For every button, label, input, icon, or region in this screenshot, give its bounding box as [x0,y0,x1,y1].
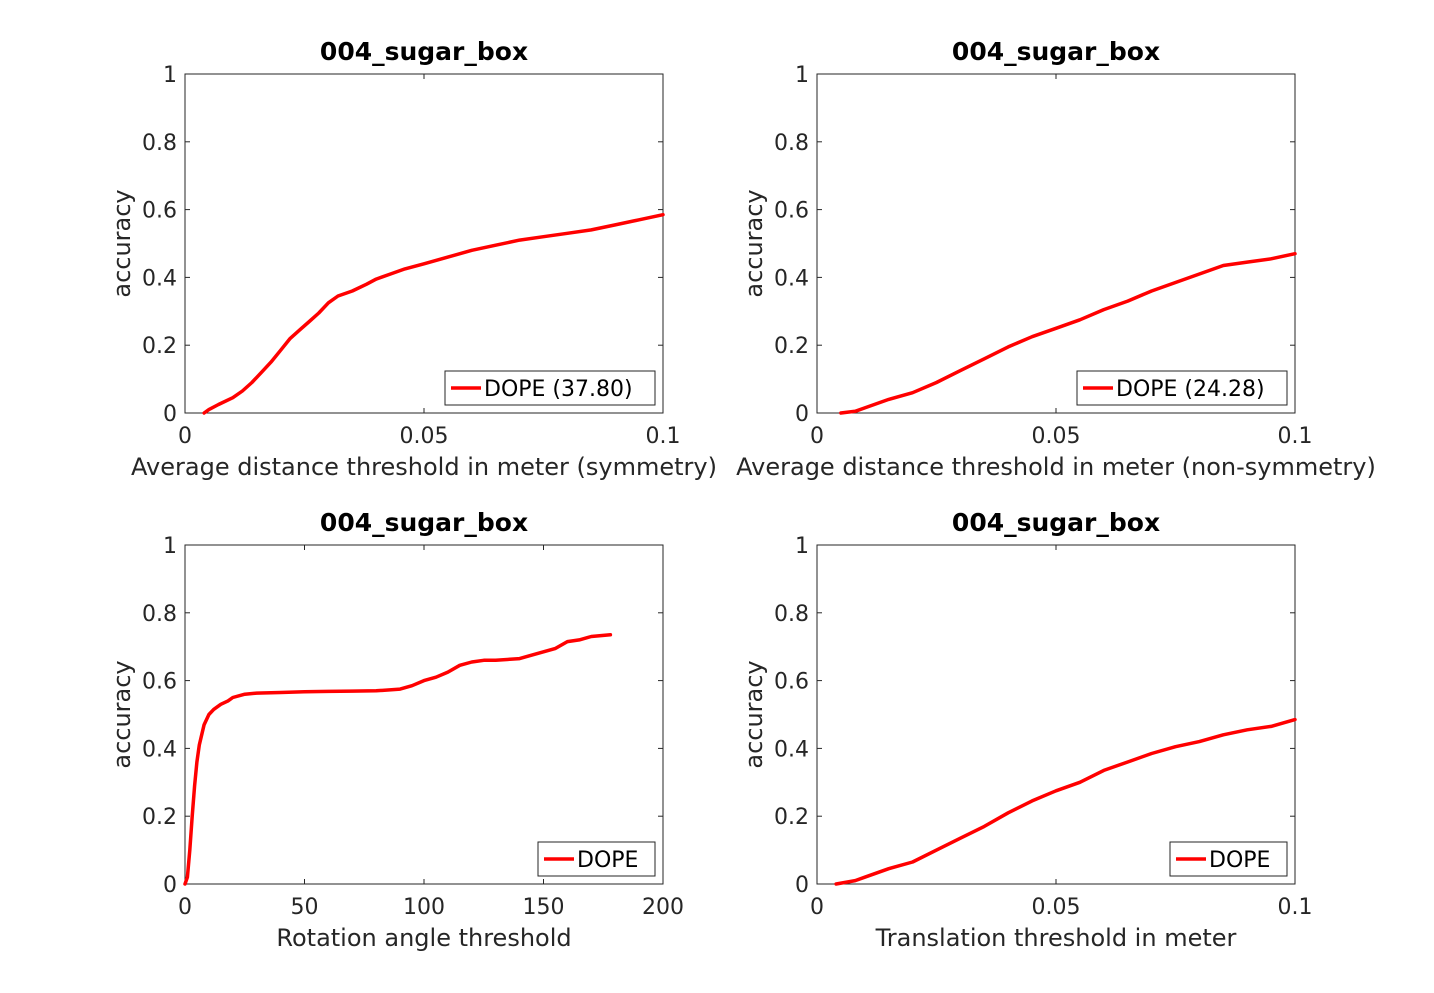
x-axis-label: Average distance threshold in meter (sym… [131,453,717,481]
y-tick-label: 1 [795,534,809,559]
x-tick-label: 150 [523,895,565,920]
x-axis-label: Rotation angle threshold [276,924,571,952]
legend-entry: DOPE [1209,848,1270,873]
y-tick-label: 1 [163,63,177,88]
x-tick-label: 0.05 [1032,424,1081,449]
y-tick-label: 0 [163,402,177,427]
x-tick-label: 0.05 [400,424,449,449]
axes-box [816,73,1296,414]
y-axis-label: accuracy [740,660,768,768]
y-tick-label: 0.6 [142,199,177,224]
y-axis-label: accuracy [108,189,136,297]
x-tick-label: 200 [642,895,684,920]
y-tick-label: 0.4 [774,266,809,291]
series-line-1 [202,212,665,415]
y-tick-label: 1 [163,534,177,559]
chart-panel-4: 0 0.2 0.4 0.6 0.8 1 0 0.05 0.1 004_sugar_box Trans… [740,508,1313,952]
legend: DOPE [537,841,656,877]
y-tick-label: 0.8 [774,131,809,156]
y-tick-label: 0.4 [142,737,177,762]
axes-box [184,73,664,414]
y-tick-label: 0.6 [142,670,177,695]
x-axis-label: Average distance threshold in meter (non… [736,453,1376,481]
x-axis-label: Translation threshold in meter [875,924,1237,952]
x-tick-label: 0 [810,424,824,449]
y-tick-label: 0.2 [774,805,809,830]
chart-title: 004_sugar_box [320,37,528,66]
chart-title: 004_sugar_box [952,37,1160,66]
axes-box [816,544,1296,885]
chart-panel-3: 0 0.2 0.4 0.6 0.8 1 0 50 100 150 200 004_sugar_box R… [108,508,684,952]
legend: DOPE (37.80) [444,370,656,406]
chart-title: 004_sugar_box [952,508,1160,537]
series-line-1 [183,633,613,886]
x-tick-label: 100 [403,895,445,920]
y-tick-label: 0.2 [142,334,177,359]
y-tick-label: 0.6 [774,199,809,224]
y-axis-label: accuracy [740,189,768,297]
x-tick-label: 0.1 [1278,895,1313,920]
legend-entry: DOPE [577,848,638,873]
chart-panel-1: 0 0.2 0.4 0.6 0.8 1 0 0.05 0.1 004_sugar_box Avera… [108,37,717,481]
y-axis-label: accuracy [108,660,136,768]
y-tick-label: 0 [163,873,177,898]
series-line-1 [834,717,1297,886]
y-tick-label: 0.4 [774,737,809,762]
legend: DOPE (24.28) [1076,370,1288,406]
x-tick-label: 0.1 [646,424,681,449]
y-tick-label: 0.6 [774,670,809,695]
x-tick-label: 0 [178,895,192,920]
legend-entry: DOPE (24.28) [1116,377,1265,402]
y-tick-label: 1 [795,63,809,88]
y-tick-label: 0 [795,402,809,427]
y-tick-label: 0.2 [142,805,177,830]
y-tick-label: 0.8 [142,602,177,627]
y-tick-label: 0.4 [142,266,177,291]
x-tick-label: 0.1 [1278,424,1313,449]
y-tick-label: 0.8 [142,131,177,156]
chart-title: 004_sugar_box [320,508,528,537]
y-tick-label: 0.2 [774,334,809,359]
x-tick-label: 0.05 [1032,895,1081,920]
x-tick-label: 0 [810,895,824,920]
y-tick-label: 0 [795,873,809,898]
x-tick-label: 0 [178,424,192,449]
chart-panel-2: 0 0.2 0.4 0.6 0.8 1 0 0.05 0.1 004_sugar_box Avera… [736,37,1376,481]
y-tick-label: 0.8 [774,602,809,627]
legend-entry: DOPE (37.80) [484,377,633,402]
x-tick-label: 50 [291,895,319,920]
series-line-1 [839,251,1297,415]
legend: DOPE [1169,841,1288,877]
axes-box [184,544,664,885]
